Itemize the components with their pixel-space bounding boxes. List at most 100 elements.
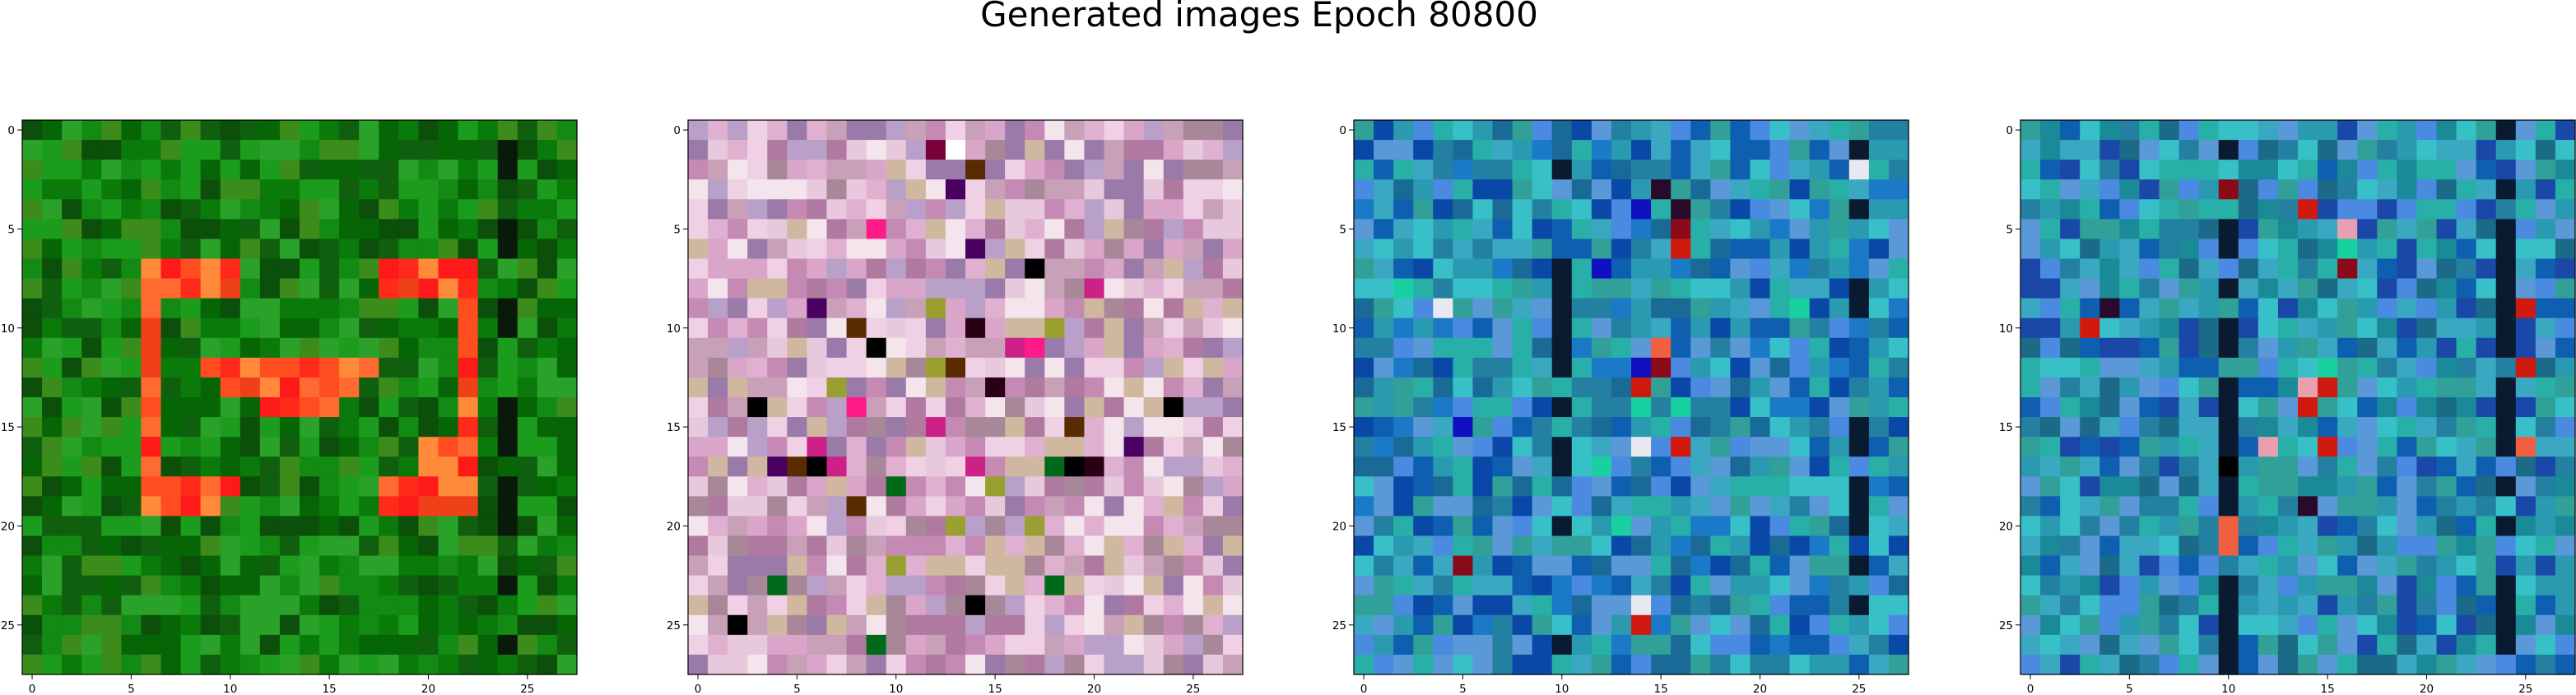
pixel-cell: [2178, 160, 2200, 180]
pixel-cell: [2198, 496, 2220, 517]
pixel-cell: [1571, 199, 1593, 220]
pixel-cell: [1104, 614, 1125, 636]
pixel-cell: [1433, 614, 1453, 636]
pixel-cell: [2080, 120, 2100, 141]
pixel-cell: [2218, 317, 2239, 339]
pixel-cell: [767, 634, 788, 656]
pixel-cell: [1393, 654, 1414, 675]
pixel-cell: [2456, 298, 2477, 319]
pixel-cell: [2456, 614, 2477, 636]
pixel-cell: [965, 654, 986, 675]
pixel-cell: [2218, 516, 2239, 537]
pixel-cell: [1789, 219, 1811, 240]
pixel-cell: [537, 179, 558, 200]
pixel-cell: [1532, 160, 1553, 180]
pixel-cell: [1005, 239, 1025, 260]
pixel-cell: [886, 595, 907, 616]
pixel-cell: [2159, 437, 2180, 457]
pixel-cell: [2139, 417, 2160, 438]
pixel-cell: [62, 219, 82, 240]
pixel-cell: [728, 614, 748, 636]
pixel-cell: [2456, 417, 2477, 438]
y-tick-label: 0: [2006, 124, 2013, 137]
pixel-cell: [279, 219, 300, 240]
pixel-cell: [458, 456, 479, 477]
pixel-cell: [807, 317, 828, 339]
pixel-cell: [1591, 199, 1612, 220]
pixel-cell: [2298, 654, 2318, 675]
pixel-cell: [2060, 179, 2081, 200]
pixel-cell: [945, 516, 966, 537]
pixel-cell: [1868, 337, 1890, 359]
pixel-cell: [1512, 258, 1533, 280]
pixel-cell: [81, 160, 102, 180]
pixel-cell: [1104, 258, 1125, 280]
pixel-cell: [279, 337, 300, 359]
pixel-cell: [1183, 160, 1204, 180]
pixel-cell: [1631, 239, 1652, 260]
pixel-cell: [2080, 555, 2100, 577]
pixel-cell: [905, 496, 927, 517]
pixel-cell: [379, 258, 399, 280]
pixel-cell: [398, 160, 420, 180]
pixel-cell: [1888, 595, 1909, 616]
pixel-cell: [517, 456, 538, 477]
pixel-cell: [1848, 516, 1870, 537]
pixel-cell: [1829, 595, 1850, 616]
pixel-cell: [2060, 258, 2081, 280]
pixel-cell: [2119, 437, 2141, 457]
pixel-cell: [2495, 476, 2517, 497]
pixel-cell: [2218, 377, 2239, 398]
pixel-cell: [905, 298, 927, 319]
pixel-cell: [458, 575, 479, 596]
pixel-cell: [1123, 140, 1145, 160]
pixel-cell: [1472, 575, 1494, 596]
pixel-cell: [398, 437, 420, 457]
pixel-cell: [728, 160, 748, 180]
pixel-cell: [1025, 476, 1045, 497]
pixel-cell: [2020, 437, 2041, 457]
pixel-cell: [62, 258, 82, 280]
pixel-cell: [1730, 337, 1751, 359]
pixel-cell: [787, 614, 808, 636]
pixel-cell: [2178, 317, 2200, 339]
pixel-cell: [517, 120, 538, 141]
pixel-cell: [2416, 239, 2438, 260]
pixel-cell: [239, 377, 261, 398]
pixel-cell: [728, 377, 748, 398]
pixel-cell: [1611, 417, 1632, 438]
pixel-cell: [1374, 456, 1394, 477]
pixel-cell: [945, 239, 966, 260]
pixel-cell: [339, 258, 360, 280]
axes-frame: [1353, 119, 1909, 675]
pixel-cell: [1571, 317, 1593, 339]
pixel-cell: [239, 476, 261, 497]
pixel-cell: [1690, 258, 1711, 280]
pixel-cell: [807, 535, 828, 557]
pixel-cell: [2040, 654, 2061, 675]
pixel-cell: [2318, 298, 2338, 319]
pixel-cell: [1690, 179, 1711, 200]
pixel-cell: [2495, 337, 2517, 359]
pixel-cell: [1393, 298, 1414, 319]
pixel-cell: [1393, 614, 1414, 636]
pixel-cell: [556, 258, 578, 280]
pixel-cell: [220, 654, 241, 675]
pixel-cell: [141, 258, 162, 280]
pixel-cell: [2257, 120, 2279, 141]
pixel-cell: [767, 160, 788, 180]
pixel-cell: [1472, 476, 1494, 497]
pixel-cell: [2060, 516, 2081, 537]
pixel-cell: [300, 417, 320, 438]
pixel-cell: [2495, 595, 2517, 616]
pixel-cell: [2495, 278, 2517, 299]
pixel-cell: [1354, 555, 1374, 577]
pixel-cell: [2416, 555, 2438, 577]
pixel-cell: [945, 417, 966, 438]
y-tick-label: 5: [1339, 223, 1346, 236]
pixel-cell: [1769, 219, 1791, 240]
pixel-cell: [965, 239, 986, 260]
pixel-cell: [22, 456, 43, 477]
pixel-cell: [846, 199, 867, 220]
